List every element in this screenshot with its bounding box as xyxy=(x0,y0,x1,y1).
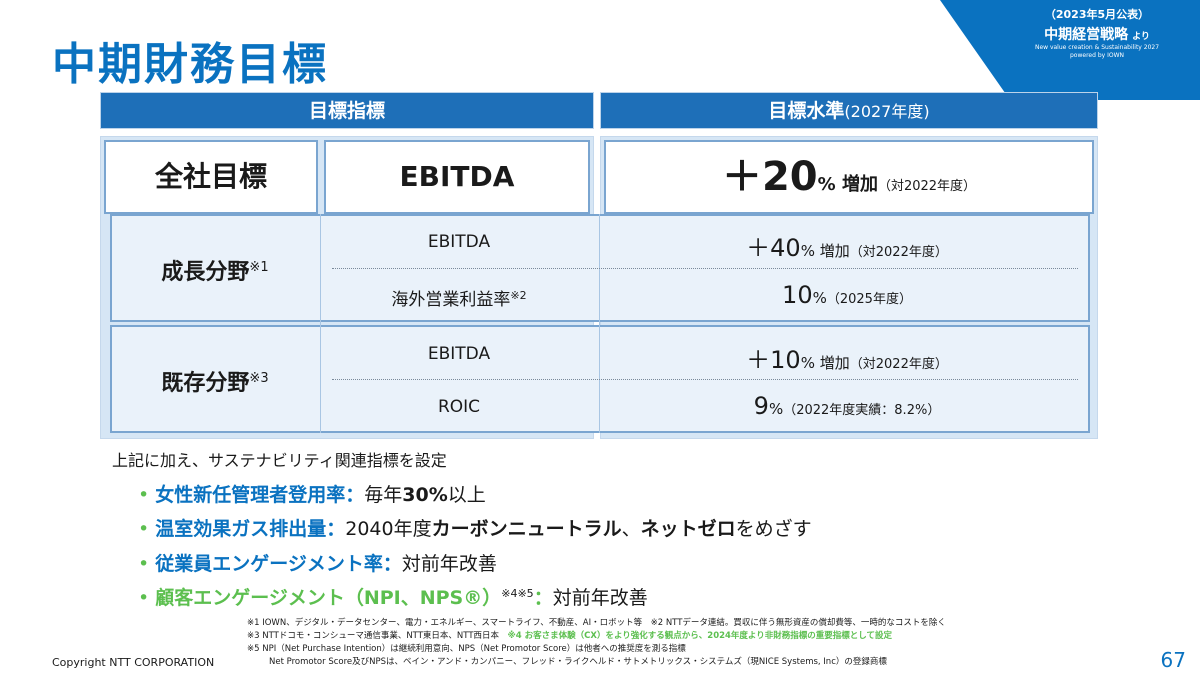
header-target-level: 目標水準(2027年度) xyxy=(600,92,1098,129)
growth-metric-overseas-margin: 海外営業利益率※2 xyxy=(391,289,527,310)
growth-margin-target: 10%（2025年度） xyxy=(782,281,912,309)
copyright: Copyright NTT CORPORATION xyxy=(52,656,215,669)
bullet-female-managers: • 女性新任管理者登用率：毎年30%以上 xyxy=(138,484,486,506)
column-divider xyxy=(320,214,321,433)
strategy-badge-shape xyxy=(940,0,1200,100)
footnote-3-4: ※3 NTTドコモ・コンシューマ通信事業、NTT東日本、NTT西日本 ※4 お客… xyxy=(247,631,893,641)
sustainability-intro: 上記に加え、サステナビリティ関連指標を設定 xyxy=(112,451,447,470)
row-divider xyxy=(332,268,1078,269)
existing-metric-roic: ROIC xyxy=(437,397,481,417)
badge-date: （2023年5月公表） xyxy=(1044,8,1150,21)
footnote-5: ※5 NPI（Net Purchase Intention）は継続利用意向、NP… xyxy=(247,644,686,654)
bullet-employee-engagement: • 従業員エンゲージメント率：対前年改善 xyxy=(138,553,497,575)
company-target-label: 全社目標 xyxy=(154,160,267,193)
badge-subtitle: New value creation & Sustainability 2027 xyxy=(1034,44,1160,51)
growth-ebitda-target: ＋40% 増加（対2022年度） xyxy=(746,234,948,262)
growth-segment-label: 成長分野※1 xyxy=(161,260,269,285)
footnote-1: ※1 IOWN、デジタル・データセンター、電力・エネルギー、スマートライフ、不動… xyxy=(247,618,946,628)
company-target-value: ＋20% 増加（対2022年度） xyxy=(721,154,977,200)
row-divider xyxy=(332,379,1078,380)
existing-ebitda-target: ＋10% 増加（対2022年度） xyxy=(746,346,948,374)
bullet-customer-engagement: • 顧客エンゲージメント（NPI、NPS®）※4※5：対前年改善 xyxy=(138,587,648,609)
badge-powered-by: powered by IOWN xyxy=(1070,52,1124,59)
company-label-box xyxy=(104,140,318,214)
company-metric: EBITDA xyxy=(399,160,515,193)
header-target-metric: 目標指標 xyxy=(100,92,594,129)
column-divider xyxy=(599,214,600,433)
existing-metric-ebitda: EBITDA xyxy=(427,344,491,364)
company-target-box xyxy=(604,140,1094,214)
growth-metric-ebitda: EBITDA xyxy=(427,232,491,252)
company-metric-box xyxy=(324,140,590,214)
footnote-trademark: Net Promotor Score及びNPSは、ベイン・アンド・カンパニー、フ… xyxy=(269,657,887,667)
page-number: 67 xyxy=(1160,648,1186,672)
bullet-ghg-emissions: • 温室効果ガス排出量：2040年度カーボンニュートラル、ネットゼロをめざす xyxy=(138,518,812,540)
page-title: 中期財務目標 xyxy=(52,39,328,90)
existing-roic-target: 9%（2022年度実績：8.2%） xyxy=(753,392,941,420)
strategy-badge: （2023年5月公表） 中期経営戦略 より New value creation … xyxy=(1002,6,1192,60)
badge-title: 中期経営戦略 より xyxy=(1044,27,1150,43)
existing-segment-label: 既存分野※3 xyxy=(161,371,269,396)
